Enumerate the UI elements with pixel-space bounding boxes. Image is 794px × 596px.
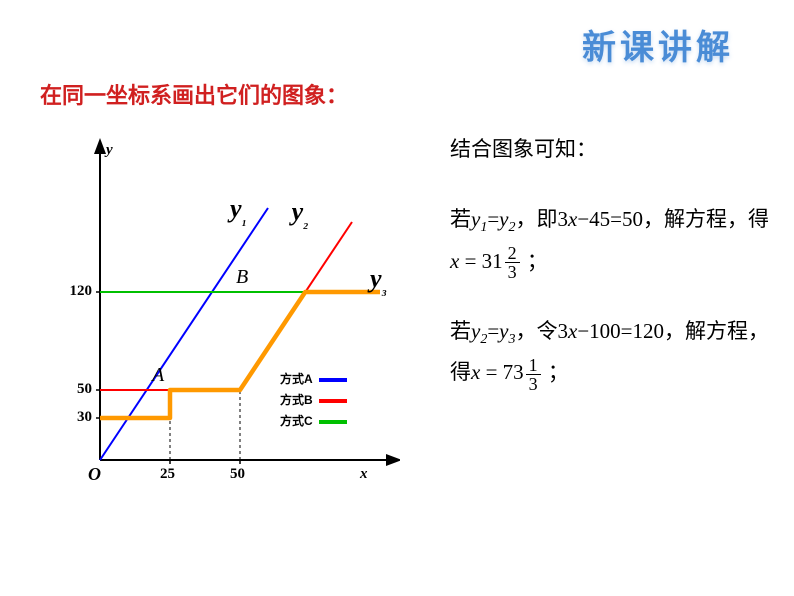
- y-tick-30: 30: [77, 409, 92, 426]
- p1-var: x: [568, 207, 577, 231]
- p1-frac: 23: [505, 244, 520, 281]
- chart: y x O 30 50 120 25 50 y₁ y₂ y₃ A B 方式A 方式B 方式C: [30, 120, 400, 520]
- p1-prefix: 若: [450, 207, 471, 231]
- p2-soleq: = 73: [480, 360, 523, 384]
- explanation-intro: 结合图象可知：: [450, 130, 770, 170]
- explanation-para1: 若y1=y2，即3x−45=50，解方程，得 x = 3123 ；: [450, 200, 770, 282]
- p1-solvar: x: [450, 249, 459, 273]
- x-tick-50: 50: [230, 466, 245, 483]
- page-header: 新课讲解: [582, 20, 734, 69]
- origin-label: O: [88, 464, 101, 485]
- p1-sub1: 1: [480, 220, 487, 235]
- p2-mid: ，令3: [516, 319, 569, 343]
- point-label-b: B: [236, 266, 248, 289]
- p1-y1: y: [471, 207, 480, 231]
- line-label-y1: y₁: [230, 194, 247, 228]
- p2-var: x: [568, 319, 577, 343]
- p2-frac: 13: [526, 356, 541, 393]
- p2-y2: y: [499, 319, 508, 343]
- p2-num: 1: [526, 356, 541, 375]
- y-tick-120: 120: [70, 283, 93, 300]
- y-tick-50: 50: [77, 381, 92, 398]
- p2-tail: ；: [543, 360, 569, 384]
- explanation: 结合图象可知： 若y1=y2，即3x−45=50，解方程，得 x = 3123 …: [450, 130, 770, 423]
- y-axis-label: y: [106, 142, 113, 159]
- p1-num: 2: [505, 244, 520, 263]
- p2-den: 3: [526, 375, 541, 393]
- point-label-a: A: [152, 364, 164, 387]
- explanation-para2: 若y2=y3，令3x−100=120，解方程，得x = 7313 ；: [450, 312, 770, 394]
- line-label-y3: y₃: [370, 264, 387, 298]
- p1-eq: −45=50，解方程，得: [577, 207, 769, 231]
- p2-y1: y: [471, 319, 480, 343]
- legend: 方式A 方式B 方式C: [280, 370, 347, 434]
- p1-den: 3: [505, 263, 520, 281]
- p1-mid: ，即3: [516, 207, 569, 231]
- p2-solvar: x: [471, 360, 480, 384]
- p1-tail: ；: [522, 249, 548, 273]
- line-label-y2: y₂: [292, 197, 309, 231]
- p1-sub2: 2: [509, 220, 516, 235]
- p1-soleq: = 31: [459, 249, 502, 273]
- legend-item: 方式A: [280, 370, 347, 389]
- legend-item: 方式B: [280, 391, 347, 410]
- p2-prefix: 若: [450, 319, 471, 343]
- subtitle: 在同一坐标系画出它们的图象：: [40, 78, 348, 110]
- x-axis-label: x: [360, 466, 368, 483]
- legend-item: 方式C: [280, 412, 347, 431]
- chart-svg: [30, 120, 400, 520]
- p2-sub2: 3: [509, 332, 516, 347]
- x-tick-25: 25: [160, 466, 175, 483]
- p2-sub1: 2: [480, 332, 487, 347]
- p1-y2: y: [499, 207, 508, 231]
